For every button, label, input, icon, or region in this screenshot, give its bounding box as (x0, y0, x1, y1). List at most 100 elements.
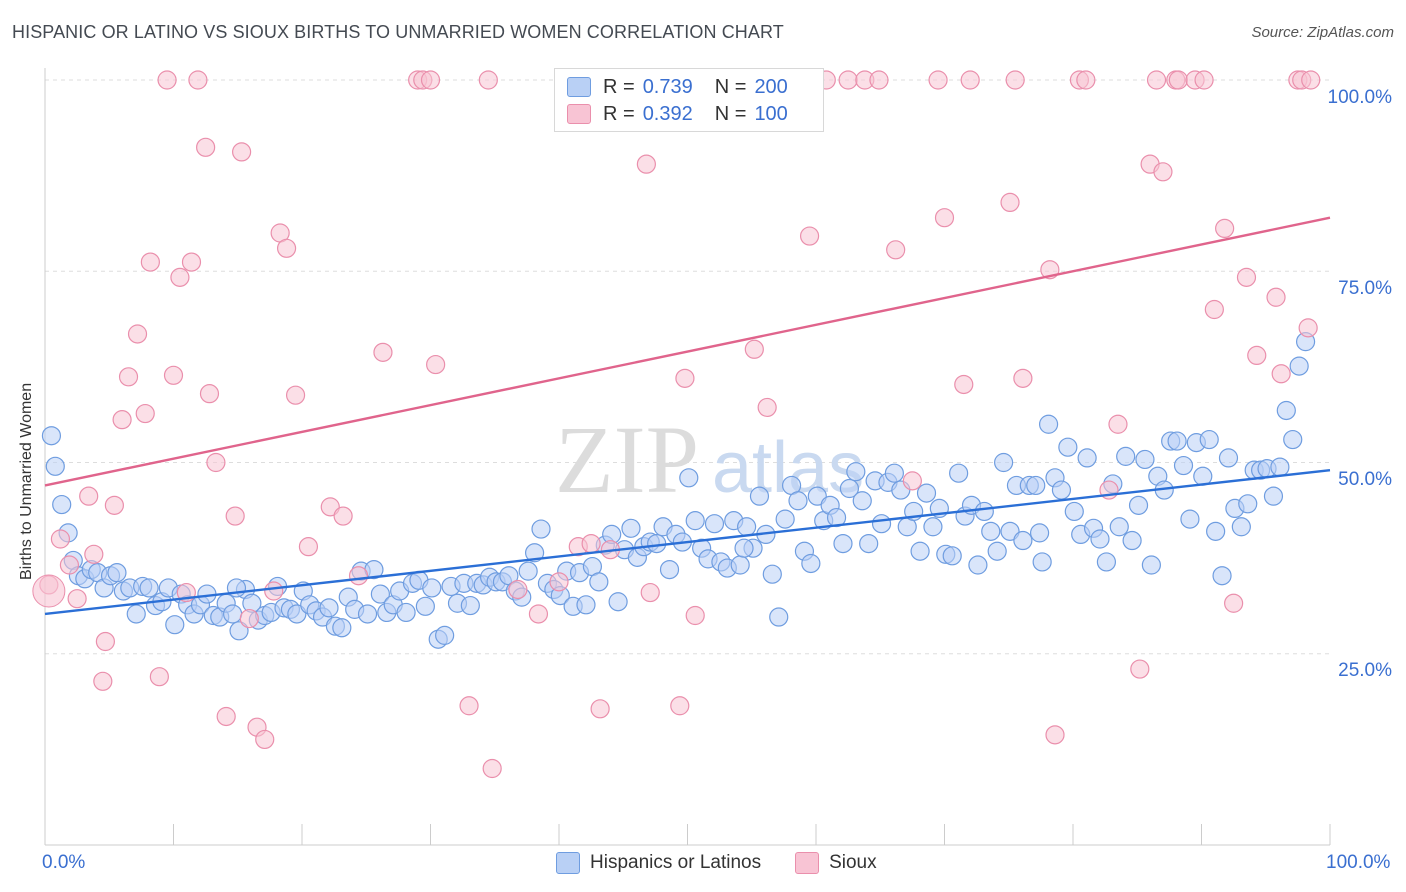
point-sioux (196, 137, 216, 157)
point-hispanics (1096, 552, 1117, 572)
point-hispanics (126, 604, 146, 624)
point-hispanics (370, 584, 390, 604)
point-hispanics (1128, 495, 1149, 515)
point-hispanics (704, 514, 725, 534)
point-hispanics (415, 596, 435, 616)
point-sioux (1168, 70, 1188, 90)
point-hispanics (460, 595, 480, 616)
point-hispanics (1206, 521, 1226, 541)
point-sioux (1005, 70, 1025, 90)
point-hispanics (41, 426, 62, 446)
axes (44, 68, 1331, 846)
point-hispanics (685, 511, 705, 531)
point-hispanics (1212, 566, 1232, 586)
point-hispanics (1231, 517, 1251, 537)
point-hispanics (1173, 455, 1194, 476)
point-sioux (1266, 287, 1286, 307)
point-sioux (1000, 192, 1020, 212)
point-hispanics (1064, 501, 1084, 522)
point-sioux (298, 537, 319, 557)
source-label: Source: ZipAtlas.com (1251, 24, 1394, 41)
point-sioux (333, 506, 353, 526)
point-sioux (50, 529, 71, 549)
point-sioux (960, 70, 980, 90)
point-hispanics (734, 538, 754, 558)
point-sioux (1224, 593, 1244, 613)
legend-r-value: 0.392 (642, 102, 693, 125)
point-hispanics (1109, 517, 1129, 537)
point-sioux (954, 374, 974, 395)
point-hispanics (871, 514, 892, 534)
y-tick-label-50: 50.0% (1338, 469, 1392, 490)
point-sioux (188, 70, 208, 90)
point-hispanics (52, 494, 72, 515)
point-sioux (581, 533, 601, 554)
point-hispanics (1276, 400, 1296, 421)
point-hispanics (974, 501, 994, 522)
legend-row-sioux: R = 0.392 N = 100 (567, 102, 788, 126)
point-hispanics (1058, 437, 1078, 457)
point-sioux (928, 70, 948, 90)
point-hispanics (788, 491, 808, 511)
point-sioux (459, 696, 479, 716)
point-hispanics (1077, 448, 1097, 468)
point-hispanics (1238, 494, 1258, 514)
point-sioux (1301, 70, 1321, 90)
point-sioux (1298, 318, 1318, 338)
point-hispanics (518, 561, 538, 581)
trend-lines (44, 216, 1331, 616)
point-hispanics (531, 519, 551, 539)
legend-label-sioux: Sioux (829, 852, 877, 873)
point-hispanics (524, 543, 545, 563)
point-sioux (127, 324, 148, 344)
point-hispanics (576, 595, 596, 615)
point-sioux (1215, 218, 1235, 239)
point-sioux (170, 267, 190, 287)
point-hispanics (589, 572, 609, 592)
point-hispanics (1289, 356, 1309, 376)
point-hispanics (884, 463, 904, 483)
point-hispanics (775, 509, 795, 529)
point-sioux (59, 555, 80, 575)
legend-n-value: 100 (754, 102, 788, 125)
point-hispanics (229, 621, 249, 641)
point-sioux (181, 252, 202, 272)
point-hispanics (730, 555, 750, 575)
point-hispanics (1270, 457, 1290, 477)
legend-r-label: R = (603, 75, 635, 98)
point-sioux (869, 70, 889, 90)
point-sioux (1108, 414, 1128, 434)
point-hispanics (968, 555, 988, 575)
point-hispanics (1026, 475, 1046, 496)
y-tick-label-25: 25.0% (1338, 660, 1392, 681)
point-sioux (482, 758, 502, 779)
legend-n-label: N = (714, 102, 747, 125)
point-sioux (232, 142, 252, 162)
point-sioux (1146, 70, 1167, 90)
point-hispanics (659, 559, 680, 580)
point-sioux (1153, 162, 1173, 182)
point-sioux (426, 354, 446, 375)
point-hispanics (1032, 552, 1052, 572)
legend-item-hispanics: Hispanics or Latinos (556, 852, 761, 874)
point-hispanics (1141, 555, 1161, 575)
point-sioux (225, 506, 245, 526)
point-hispanics (1090, 529, 1110, 549)
point-hispanics (801, 553, 821, 574)
legend-n-label: N = (714, 75, 747, 98)
point-sioux (140, 252, 160, 272)
point-sioux (902, 471, 922, 491)
point-hispanics (916, 483, 937, 503)
point-sioux (216, 706, 236, 727)
point-sioux (1045, 725, 1065, 745)
point-hispanics (107, 563, 127, 583)
point-sioux (135, 403, 155, 424)
point-sioux (149, 667, 169, 687)
point-sioux (206, 452, 226, 473)
legend-label-hispanics: Hispanics or Latinos (590, 852, 762, 873)
point-hispanics (679, 468, 699, 488)
point-sioux (744, 339, 764, 359)
point-sioux (590, 699, 610, 719)
legend-r-value: 0.739 (642, 75, 693, 98)
